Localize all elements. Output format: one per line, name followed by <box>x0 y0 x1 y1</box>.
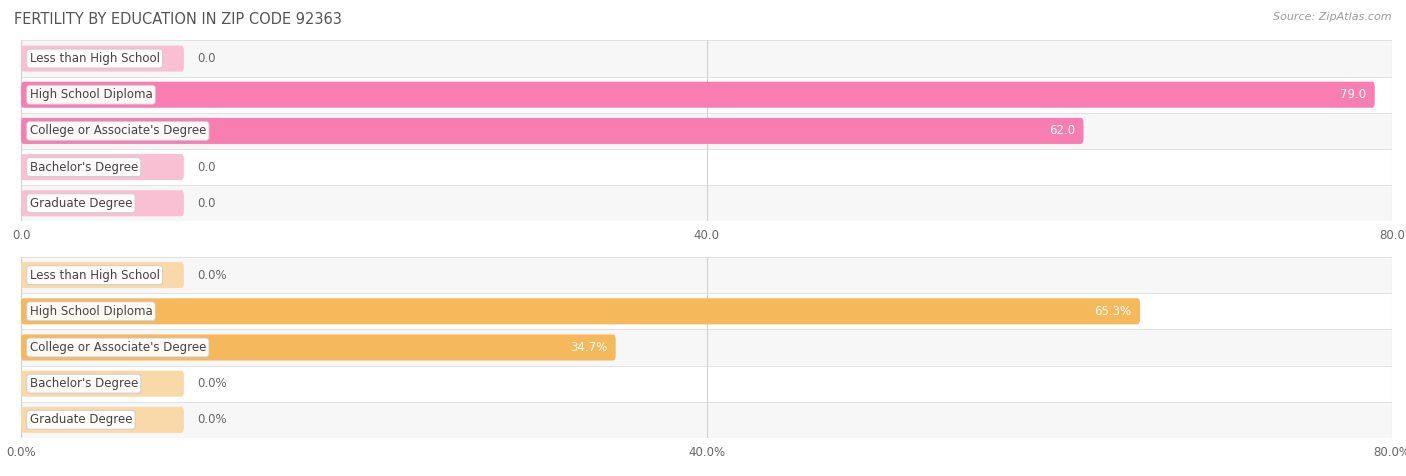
Text: Graduate Degree: Graduate Degree <box>30 413 132 426</box>
Text: 0.0%: 0.0% <box>198 268 228 282</box>
FancyBboxPatch shape <box>21 113 1392 149</box>
Text: Less than High School: Less than High School <box>30 268 160 282</box>
FancyBboxPatch shape <box>21 293 1392 329</box>
Text: Graduate Degree: Graduate Degree <box>30 197 132 210</box>
Text: Source: ZipAtlas.com: Source: ZipAtlas.com <box>1274 12 1392 22</box>
Text: 65.3%: 65.3% <box>1094 305 1132 318</box>
Text: 0.0: 0.0 <box>198 197 217 210</box>
FancyBboxPatch shape <box>21 366 1392 402</box>
FancyBboxPatch shape <box>21 77 1392 113</box>
Text: 0.0%: 0.0% <box>198 413 228 426</box>
Text: Bachelor's Degree: Bachelor's Degree <box>30 160 138 174</box>
Text: 0.0: 0.0 <box>198 160 217 174</box>
Text: High School Diploma: High School Diploma <box>30 305 152 318</box>
Text: 0.0%: 0.0% <box>198 377 228 390</box>
FancyBboxPatch shape <box>21 371 184 397</box>
FancyBboxPatch shape <box>21 185 1392 221</box>
FancyBboxPatch shape <box>21 335 616 360</box>
Text: FERTILITY BY EDUCATION IN ZIP CODE 92363: FERTILITY BY EDUCATION IN ZIP CODE 92363 <box>14 12 342 27</box>
FancyBboxPatch shape <box>21 262 184 288</box>
FancyBboxPatch shape <box>21 407 184 433</box>
FancyBboxPatch shape <box>21 82 1375 108</box>
Text: Less than High School: Less than High School <box>30 52 160 65</box>
Text: 62.0: 62.0 <box>1049 124 1076 138</box>
Text: 79.0: 79.0 <box>1340 88 1367 101</box>
Text: 34.7%: 34.7% <box>569 341 607 354</box>
FancyBboxPatch shape <box>21 40 1392 77</box>
FancyBboxPatch shape <box>21 190 184 216</box>
Text: College or Associate's Degree: College or Associate's Degree <box>30 124 207 138</box>
FancyBboxPatch shape <box>21 402 1392 438</box>
FancyBboxPatch shape <box>21 149 1392 185</box>
Text: High School Diploma: High School Diploma <box>30 88 152 101</box>
Text: Bachelor's Degree: Bachelor's Degree <box>30 377 138 390</box>
Text: 0.0: 0.0 <box>198 52 217 65</box>
Text: College or Associate's Degree: College or Associate's Degree <box>30 341 207 354</box>
FancyBboxPatch shape <box>21 298 1140 324</box>
FancyBboxPatch shape <box>21 257 1392 293</box>
FancyBboxPatch shape <box>21 154 184 180</box>
FancyBboxPatch shape <box>21 46 184 71</box>
FancyBboxPatch shape <box>21 329 1392 366</box>
FancyBboxPatch shape <box>21 118 1084 144</box>
